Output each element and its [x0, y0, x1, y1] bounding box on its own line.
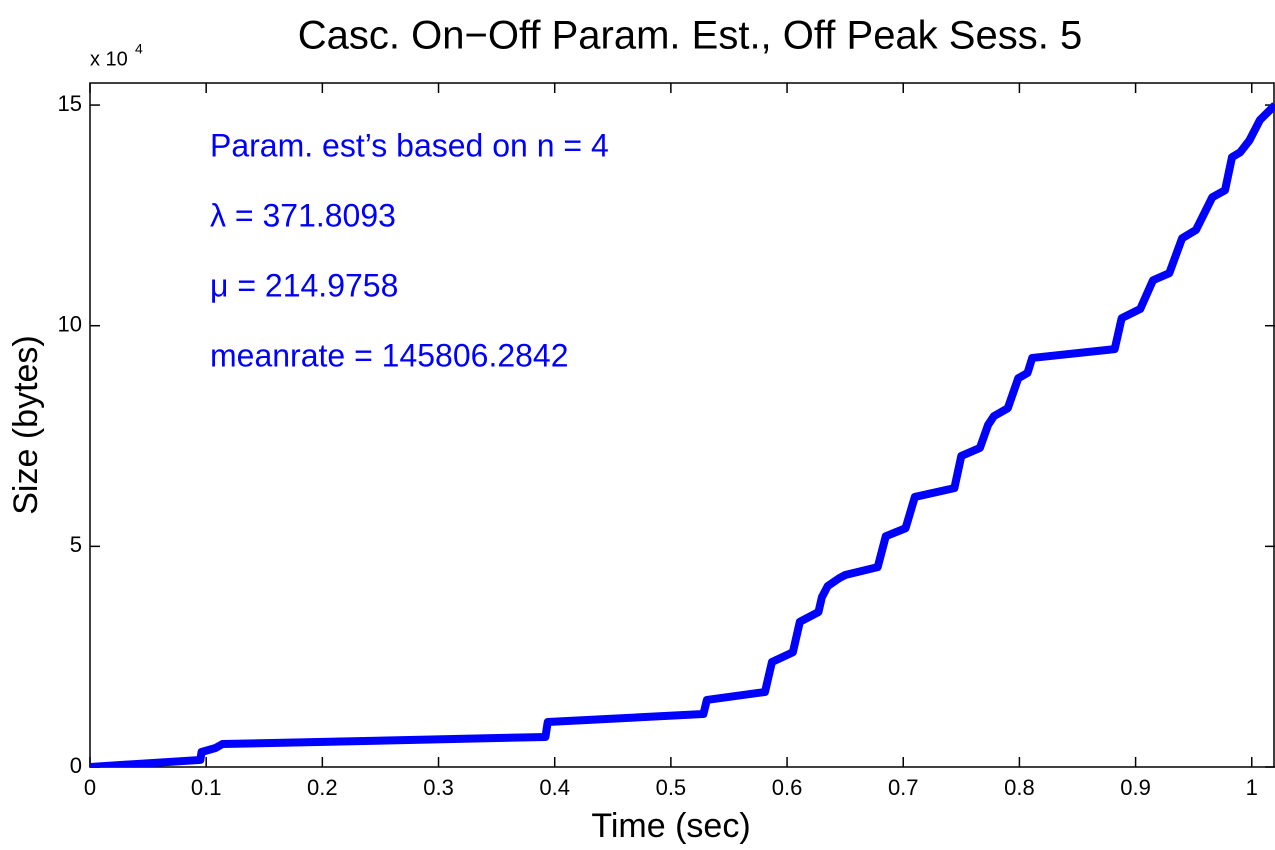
- y-tick-label: 5: [70, 532, 82, 557]
- y-tick-label: 10: [58, 312, 82, 337]
- x-tick-label: 0.1: [191, 775, 222, 800]
- x-tick-label: 0.9: [1120, 775, 1151, 800]
- y-axis-label: Size (bytes): [7, 335, 45, 515]
- y-tick-label: 0: [70, 753, 82, 778]
- x-tick-label: 0.7: [888, 775, 919, 800]
- data-line: [90, 102, 1275, 767]
- plot-box: [89, 82, 1275, 768]
- x-tick-label: 0.8: [1004, 775, 1035, 800]
- x-tick-label: 0.4: [539, 775, 570, 800]
- y-multiplier: x 10: [90, 48, 128, 70]
- x-tick-label: 0: [84, 775, 96, 800]
- x-tick-label: 0.6: [772, 775, 803, 800]
- annotation: μ = 214.9758: [210, 267, 398, 303]
- annotation: λ = 371.8093: [210, 197, 396, 233]
- annotation: Param. est’s based on n = 4: [210, 127, 609, 163]
- chart-title: Casc. On−Off Param. Est., Off Peak Sess.…: [298, 14, 1082, 58]
- x-tick-label: 0.3: [423, 775, 454, 800]
- x-tick-label: 1: [1246, 775, 1258, 800]
- y-tick-label: 15: [58, 91, 82, 116]
- x-axis-label: Time (sec): [591, 807, 750, 845]
- y-multiplier-exponent: 4: [135, 41, 143, 57]
- annotation: meanrate = 145806.2842: [210, 337, 569, 373]
- x-tick-label: 0.5: [656, 775, 687, 800]
- x-tick-label: 0.2: [307, 775, 338, 800]
